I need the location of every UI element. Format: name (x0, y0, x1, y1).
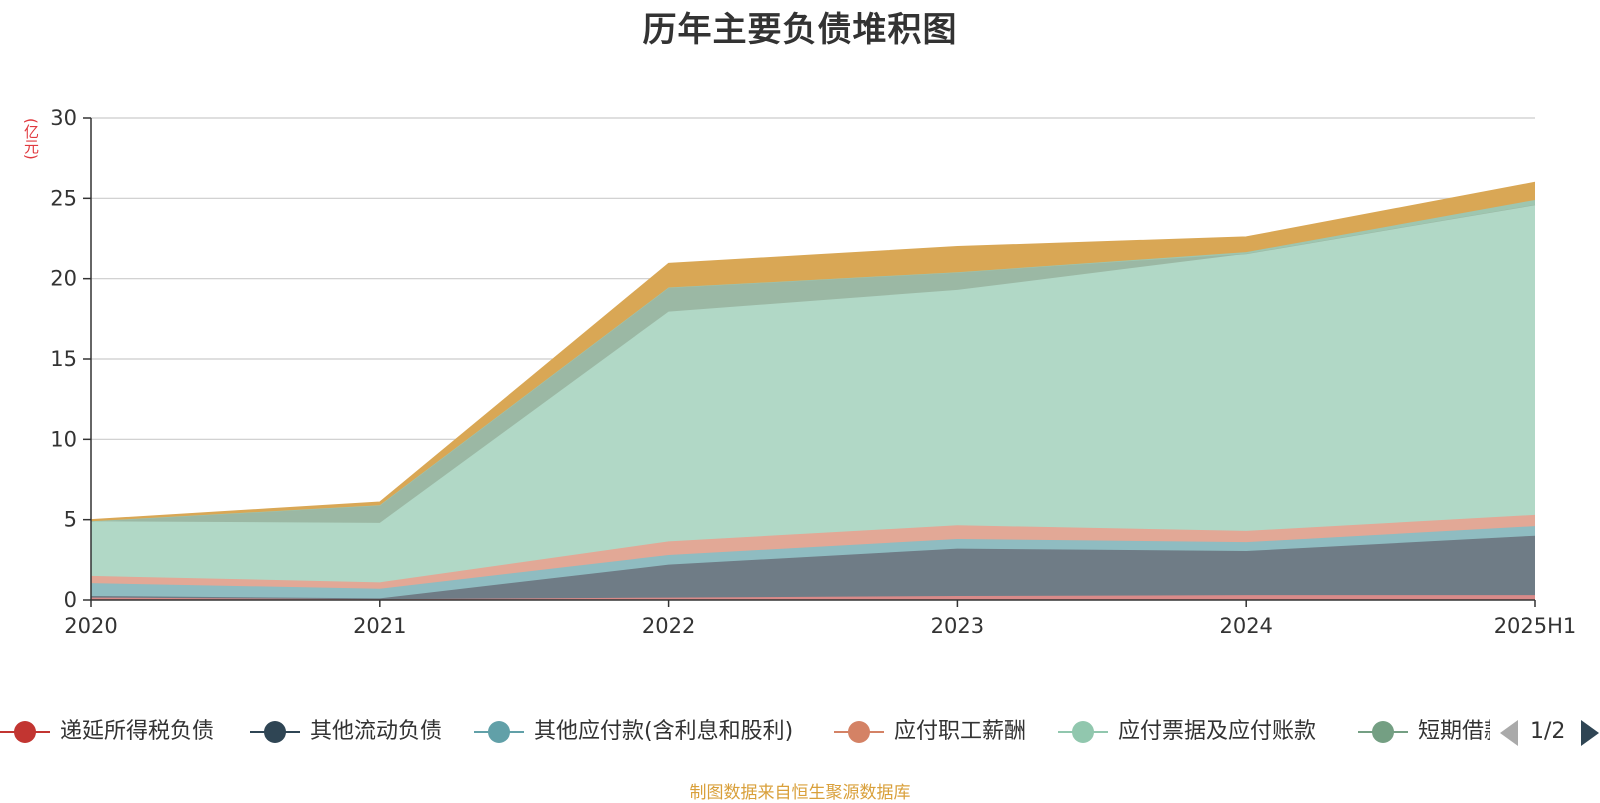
legend-marker-icon (1058, 712, 1108, 752)
legend-page-indicator: 1/2 (1530, 719, 1566, 744)
area-series-1[interactable] (91, 535, 1535, 600)
y-tick-label: 0 (64, 588, 77, 612)
legend-label: 其他应付款(含利息和股利) (534, 719, 794, 744)
x-tick-label: 2024 (1219, 614, 1272, 638)
axes: 0 5 10 15 20 25 30 2020 2021 2022 2023 2024 2025H1 (50, 106, 1576, 638)
legend-label: 递延所得税负债 (60, 719, 215, 744)
y-axis-unit-label: (亿元) (22, 118, 40, 160)
area-series-0[interactable] (91, 595, 1535, 600)
x-tick-label: 2020 (64, 614, 117, 638)
series-line-3 (90, 514, 1536, 583)
y-tick-label: 10 (50, 427, 77, 451)
chart-title: 历年主要负债堆积图 (642, 10, 958, 50)
legend-item[interactable]: 递延所得税负债 (0, 712, 214, 752)
legend-marker-icon (834, 712, 884, 752)
x-tick-label: 2022 (642, 614, 695, 638)
data-source-note: 制图数据来自恒生聚源数据库 (689, 783, 911, 803)
legend-pager: 1/2 (1500, 712, 1600, 752)
y-tick-label: 30 (50, 106, 77, 130)
legend-label: 其他流动负债 (310, 719, 443, 744)
area-series-7[interactable] (91, 182, 1535, 522)
legend-marker-icon (0, 712, 50, 752)
legend-label: 短期借款 (1418, 719, 1490, 744)
legend-item[interactable]: 应付票据及应付账款 (1058, 712, 1316, 752)
legend: 递延所得税负债 其他流动负债 其他应付款(含利息和股利) 应付职工薪酬 应付票据及应付账… (0, 712, 1490, 752)
x-tick-label: 2025H1 (1494, 614, 1577, 638)
legend-item[interactable]: 其他应付款(含利息和股利) (474, 712, 793, 752)
y-tick-label: 20 (50, 267, 77, 291)
x-tick-label: 2023 (931, 614, 984, 638)
legend-marker-icon (1358, 712, 1408, 752)
legend-marker-icon (474, 712, 524, 752)
legend-label: 应付票据及应付账款 (1118, 719, 1317, 744)
area-series-4[interactable] (91, 204, 1535, 583)
x-tick-label: 2021 (353, 614, 406, 638)
legend-label: 应付职工薪酬 (894, 719, 1027, 744)
legend-item[interactable]: 应付职工薪酬 (834, 712, 1026, 752)
y-tick-label: 5 (64, 508, 77, 532)
y-tick-label: 15 (50, 347, 77, 371)
legend-item[interactable]: 其他流动负债 (250, 712, 442, 752)
area-series (90, 181, 1536, 600)
area-series-3[interactable] (91, 514, 1535, 589)
legend-item[interactable]: 短期借款 (1358, 712, 1490, 752)
legend-marker-icon (250, 712, 300, 752)
y-tick-label: 25 (50, 186, 77, 210)
legend-next-page-icon[interactable] (1581, 720, 1599, 746)
series-line-7 (90, 181, 1536, 521)
legend-prev-page-icon[interactable] (1500, 720, 1518, 746)
